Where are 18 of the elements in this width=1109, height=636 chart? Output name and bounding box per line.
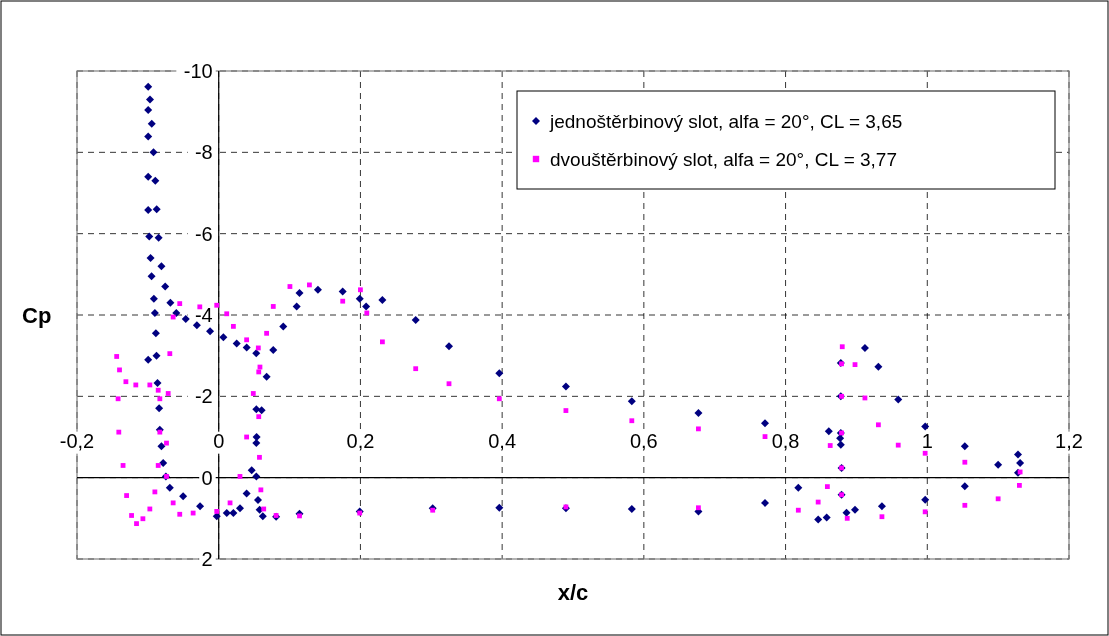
x-tick-label: -0,2 (59, 429, 95, 452)
y-axis-title: Cp (22, 303, 52, 328)
y-tick-label: -8 (194, 141, 213, 164)
x-tick-label: 0,2 (346, 429, 375, 452)
y-tick-label: 2 (201, 548, 213, 570)
x-tick-label: 1,2 (1055, 429, 1083, 452)
y-tick-label: -10 (183, 60, 213, 82)
y-tick-label: -6 (194, 222, 213, 245)
y-tick-label: 0 (201, 466, 213, 489)
x-axis-title: x/c (557, 580, 589, 605)
x-tick-label: 0,8 (771, 429, 800, 452)
y-tick-label: -2 (194, 385, 213, 408)
x-tick-label: 0,6 (629, 429, 658, 452)
x-tick-label: 1 (921, 429, 933, 452)
legend-label: jednoštěrbinový slot, alfa = 20°, CL = 3,65 (549, 110, 903, 132)
x-tick-label: 0,4 (488, 429, 517, 452)
y-tick-label: -4 (194, 304, 213, 326)
legend-label: dvouštěrbinový slot, alfa = 20°, CL = 3,77 (550, 148, 897, 170)
